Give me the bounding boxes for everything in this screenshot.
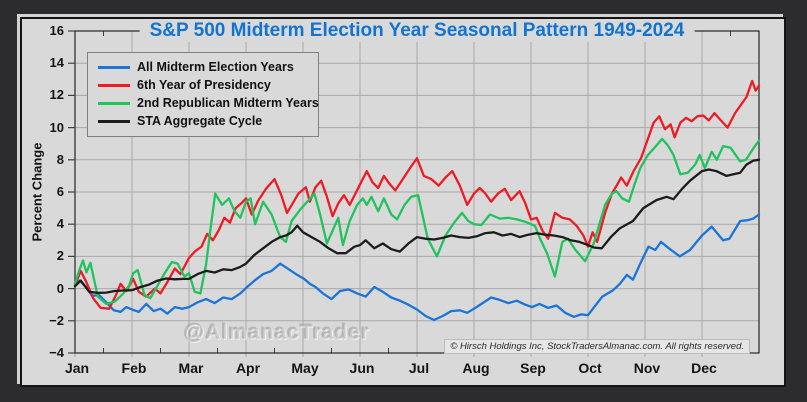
- x-tick-label-jun: Jun: [349, 360, 375, 376]
- legend-item-label: 6th Year of Presidency: [137, 78, 271, 92]
- legend-item-label: 2nd Republican Midterm Years: [137, 96, 319, 110]
- series-line-sta-aggregate-cycle: [73, 158, 761, 295]
- y-tick-label: −2: [49, 312, 64, 328]
- y-tick-label: 0: [56, 280, 64, 296]
- y-tick-label: 10: [49, 119, 64, 135]
- legend-item-label: STA Aggregate Cycle: [137, 114, 263, 128]
- chart-title: S&P 500 Midterm Election Year Seasonal P…: [139, 20, 695, 42]
- legend-item-all-midterm-election-years: All Midterm Election Years: [98, 58, 310, 76]
- x-tick-label-aug: Aug: [462, 360, 490, 376]
- x-tick-label-sep: Sep: [520, 360, 546, 376]
- x-tick-label-nov: Nov: [633, 360, 661, 376]
- x-tick-label-jul: Jul: [408, 360, 430, 376]
- y-tick-label: 4: [56, 216, 64, 232]
- series-line-all-midterm-election-years: [73, 213, 761, 322]
- copyright-text: © Hirsch Holdings Inc, StockTradersAlman…: [444, 339, 750, 354]
- x-tick-label-mar: Mar: [178, 360, 204, 376]
- legend-item-2nd-republican-midterm-years: 2nd Republican Midterm Years: [98, 94, 319, 112]
- series-line-6th-year-of-presidency: [73, 79, 761, 310]
- y-tick-label: 6: [56, 184, 64, 199]
- y-tick-label: 16: [49, 23, 64, 38]
- y-tick-label: 14: [49, 55, 64, 71]
- y-tick-label: 2: [56, 248, 64, 264]
- legend-line-swatch: [98, 83, 130, 87]
- x-tick-label-dec: Dec: [691, 360, 717, 376]
- y-tick-label: −4: [49, 345, 64, 360]
- watermark-text: @AlmanacTrader: [183, 321, 371, 344]
- legend-item-sta-aggregate-cycle: STA Aggregate Cycle: [98, 112, 310, 130]
- legend-line-swatch: [98, 119, 130, 123]
- x-tick-label-jan: Jan: [64, 360, 90, 376]
- x-tick-label-apr: Apr: [235, 360, 261, 376]
- legend-line-swatch: [98, 101, 130, 105]
- x-tick-label-may: May: [291, 360, 319, 376]
- y-tick-label: 12: [49, 87, 64, 103]
- x-tick-label-oct: Oct: [578, 360, 602, 376]
- legend-item-6th-year-of-presidency: 6th Year of Presidency: [98, 76, 310, 94]
- legend-item-label: All Midterm Election Years: [137, 60, 294, 74]
- legend-line-swatch: [98, 65, 130, 69]
- y-tick-label: 8: [56, 151, 64, 167]
- x-tick-label-feb: Feb: [121, 360, 147, 376]
- legend-box: All Midterm Election Years 6th Year of Pr…: [87, 52, 319, 137]
- series-line-2nd-republican-midterm-years: [73, 137, 761, 306]
